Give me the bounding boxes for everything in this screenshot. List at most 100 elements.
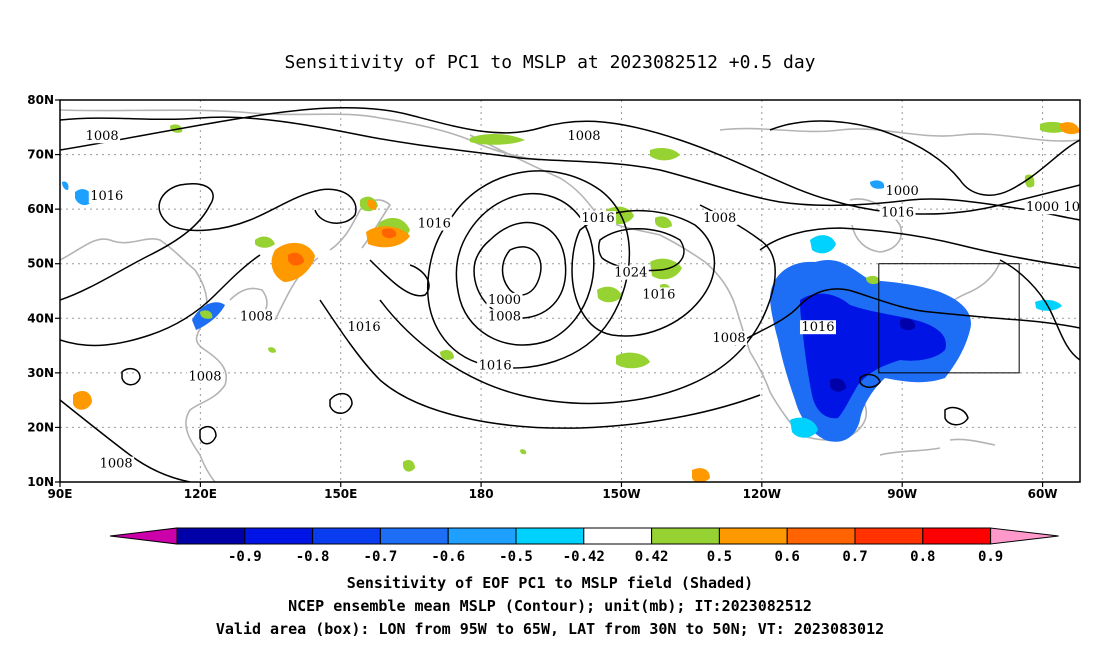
contour-west-1008-b [60, 399, 191, 482]
contour-label: 1000 [1026, 200, 1059, 215]
contour-label: 1016 [642, 287, 675, 302]
contour-label: 1008 [100, 457, 133, 472]
contour-label-bg [1090, 326, 1100, 340]
colorbar-tick-label: -0.42 [563, 549, 605, 565]
y-tick-label: 40N [27, 311, 54, 325]
contour-label-bg [566, 129, 603, 144]
colorbar-swatch [922, 527, 992, 545]
valid-area-box [878, 263, 1020, 374]
shade-blue-asia-west [62, 181, 93, 206]
contour-1016-north [60, 106, 1080, 215]
colorbar: -0.9 -0.8 -0.7 -0.6 -0.5 -0.42 0.42 0.5 0.6 0.7 0.… [109, 527, 1059, 565]
contour-label-bg [613, 86, 649, 100]
coastline-asia [60, 238, 227, 482]
contour-label-bg [1062, 200, 1080, 215]
contour-label-bg [88, 189, 125, 204]
contour-label-bg [187, 369, 224, 384]
contour-label: 1008 [240, 309, 273, 324]
x-tick-label: 120E [184, 487, 217, 501]
x-tick-label: 150E [324, 487, 357, 501]
colorbar-tick-label: 0.6 [775, 549, 800, 565]
shade-navy-spot [830, 318, 916, 392]
contour-label-bg [701, 211, 738, 226]
coastline-arctic-canada [719, 127, 1080, 142]
contour-label: 1016 [614, 86, 647, 101]
map-frame [59, 99, 1081, 483]
contour-small-cells [121, 367, 969, 445]
contour-label: 1008 [488, 309, 521, 324]
colorbar-tick-label: -0.7 [364, 549, 398, 565]
contour-label: 1008 [1063, 200, 1096, 215]
contour-label: 1008 [86, 129, 119, 144]
x-tick-label: 90E [48, 487, 73, 501]
shade-red-patches [288, 228, 397, 266]
contour-label-bg [98, 456, 135, 471]
y-tick-label: 80N [27, 93, 54, 107]
contour-label: 1016 [881, 206, 914, 221]
grid-lines [60, 100, 1080, 482]
contour-label-bg [711, 331, 748, 346]
contour-label-bg [640, 287, 677, 302]
y-tick-label: 50N [27, 257, 54, 271]
contour-east-1008 [734, 288, 1080, 346]
contour-label: 1016 [582, 211, 615, 226]
contour-low-ring-1 [473, 221, 567, 319]
contour-label-bg [346, 320, 383, 335]
y-tick-label: 10N [27, 475, 54, 489]
coastline-caribbean [879, 438, 996, 456]
x-tick-label: 90W [887, 487, 917, 501]
map-title: Sensitivity of PC1 to MSLP at 2023082512… [284, 52, 815, 73]
contour-label: 1016 [1092, 326, 1100, 341]
colorbar-low-end [109, 527, 178, 545]
colorbar-tick-label: -0.6 [431, 549, 465, 565]
y-tick-label: 30N [27, 366, 54, 380]
contour-label: 1016 [90, 189, 123, 204]
contour-label-bg [879, 205, 916, 220]
contour-label: 1016 [418, 217, 451, 232]
colorbar-swatch [176, 527, 246, 545]
contour-subtropical [319, 299, 761, 429]
contour-1000-north [769, 120, 1080, 196]
contour-label-bg [1024, 200, 1061, 215]
colorbar-tick-label: 0.7 [842, 549, 867, 565]
contour-label: 1008 [703, 211, 736, 226]
colorbar-tick-label: 0.9 [978, 549, 1003, 565]
contour-1008-north [60, 116, 1080, 221]
colorbar-tick-label: -0.8 [296, 549, 330, 565]
coastline-hudson [849, 198, 902, 253]
contour-east-1016 [759, 227, 1080, 269]
contour-label: 1024 [614, 266, 647, 281]
colorbar-swatch [651, 527, 720, 545]
contour-label-bg [486, 309, 523, 324]
colorbar-high-end [990, 527, 1059, 545]
contour-high-ring [571, 209, 716, 337]
x-tick-label: 60W [1028, 487, 1058, 501]
colorbar-swatch [854, 527, 924, 545]
contour-label: 1000 [488, 293, 521, 308]
y-tick-label: 20N [27, 420, 54, 434]
colorbar-swatch [786, 527, 856, 545]
shade-blue-pacific [870, 180, 885, 189]
contour-label: 1008 [713, 331, 746, 346]
colorbar-swatch [379, 527, 449, 545]
colorbar-swatch [244, 527, 314, 545]
contour-high-outer [379, 204, 776, 405]
x-tick-label: 120W [743, 487, 781, 501]
contour-label: 1016 [348, 320, 381, 335]
contour-label: 1008 [188, 369, 221, 384]
contour-west-1016 [60, 183, 357, 301]
contour-label-bg [884, 183, 921, 198]
mslp-contours [60, 106, 1080, 482]
caption-line-3: Valid area (box): LON from 95W to 65W, L… [216, 620, 884, 638]
coastline-siberia [60, 109, 541, 161]
colorbar-tick-label: 0.5 [707, 549, 732, 565]
y-tick-label: 60N [27, 202, 54, 216]
colorbar-tick-label: 0.42 [635, 549, 669, 565]
colorbar-tick-label: -0.5 [499, 549, 533, 565]
y-tick-label: 70N [27, 148, 54, 162]
contour-west-1008 [60, 254, 261, 347]
colorbar-tick-label: -0.9 [228, 549, 262, 565]
contour-label-bg [477, 358, 514, 373]
